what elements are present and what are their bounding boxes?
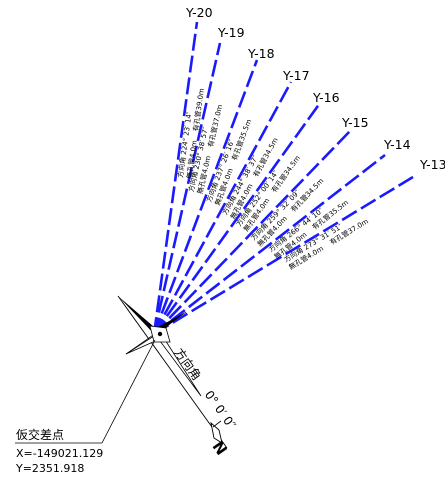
borehole-label: Y-16: [312, 90, 340, 105]
borehole-line-y-17: [152, 81, 293, 335]
borehole-line-y-19: [152, 42, 222, 335]
borehole-perforated-pipe: 有孔管37.0m: [206, 103, 224, 147]
borehole-label: Y-17: [282, 68, 310, 83]
north-arrow-head: [210, 421, 223, 444]
compass-rose: [117, 295, 228, 449]
compass-star-cross-2: [158, 312, 186, 332]
compass-angle: 0° 0′ 0″: [202, 388, 239, 432]
borehole-label: Y-20: [185, 5, 213, 20]
compass-axis-line: [117, 295, 228, 449]
borehole-line-y-15: [153, 129, 352, 335]
borehole-lines: [152, 21, 414, 336]
reference-point-y: Y=2351.918: [15, 462, 84, 475]
reference-leader-diag: [101, 339, 156, 444]
borehole-labels: Y-20 Y-19Y-18 Y-17Y-16Y-15 Y-14 Y-13: [185, 5, 445, 172]
north-letter: N: [209, 437, 231, 458]
reference-point: 仮交差点 X=-149021.129 Y=2351.918: [15, 339, 156, 475]
borehole-label: Y-19: [217, 25, 245, 40]
borehole-line-y-16: [152, 102, 322, 335]
borehole-line-y-13: [153, 175, 414, 336]
reference-point-title: 仮交差点: [16, 427, 64, 442]
borehole-label: Y-18: [247, 46, 275, 61]
borehole-line-y-20: [152, 21, 199, 335]
borehole-line-y-14: [153, 153, 386, 336]
north-arrow-tick: [212, 420, 222, 428]
borehole-label: Y-14: [383, 137, 411, 152]
borehole-label: Y-15: [341, 115, 369, 130]
borehole-line-y-18: [152, 59, 259, 335]
reference-point-x: X=-149021.129: [16, 447, 103, 460]
compass-center: [157, 331, 163, 337]
compass-star-long: [118, 296, 160, 337]
borehole-label: Y-13: [419, 157, 445, 172]
